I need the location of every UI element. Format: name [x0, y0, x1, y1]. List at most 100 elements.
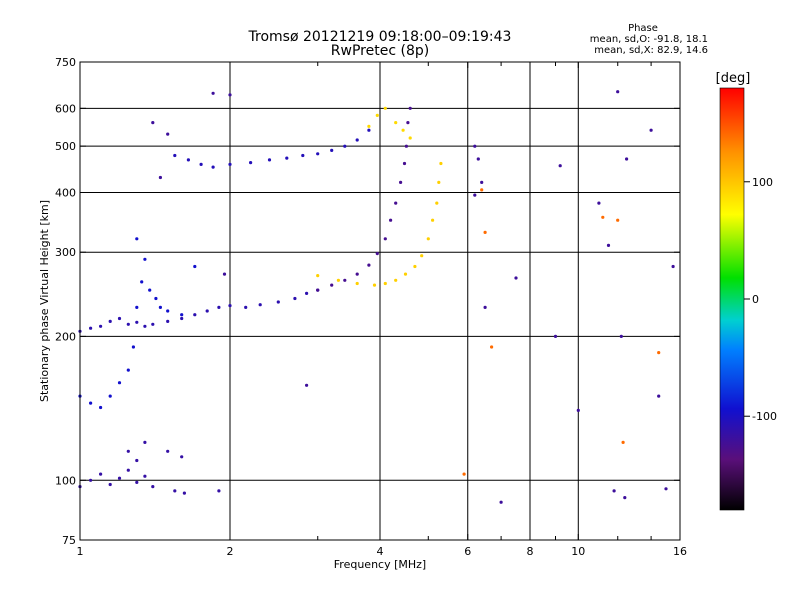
data-point	[367, 263, 371, 267]
data-point	[180, 455, 184, 459]
data-point	[186, 158, 190, 162]
colorbar-tick-label: 0	[752, 293, 759, 306]
data-point	[108, 394, 112, 398]
data-point	[343, 278, 347, 282]
data-point	[117, 476, 122, 480]
data-point	[372, 283, 377, 287]
data-point	[135, 320, 139, 324]
data-point	[267, 158, 272, 162]
data-point	[394, 201, 398, 205]
stats-line-o: mean, sd,O: -91.8, 18.1	[590, 34, 708, 45]
data-point	[151, 121, 155, 125]
data-point	[375, 252, 379, 256]
data-point	[180, 316, 184, 321]
data-point	[431, 218, 435, 222]
data-point	[108, 319, 112, 323]
data-point	[401, 128, 405, 132]
data-point	[126, 368, 130, 372]
y-tick-label: 300	[55, 246, 76, 259]
data-point	[89, 401, 93, 405]
stats-line-x: mean, sd,X: 82.9, 14.6	[594, 45, 708, 56]
data-point	[408, 106, 412, 110]
data-point	[99, 472, 103, 476]
data-point	[228, 93, 232, 97]
data-point	[623, 496, 627, 500]
y-tick-label: 600	[55, 102, 76, 115]
data-point	[180, 313, 184, 317]
chart-subtitle: RwPretec (8p)	[331, 43, 429, 59]
data-point	[99, 324, 103, 328]
data-point	[649, 128, 653, 132]
data-point	[199, 162, 203, 166]
data-point	[483, 230, 487, 234]
data-point	[576, 408, 580, 412]
data-point	[140, 280, 144, 284]
colorbar-tick-label: 100	[752, 176, 773, 189]
data-point	[143, 257, 147, 261]
data-point	[166, 309, 170, 313]
data-point	[483, 305, 487, 309]
y-tick-label: 750	[55, 56, 76, 69]
data-point	[99, 405, 103, 410]
data-point	[305, 383, 309, 387]
data-point	[117, 381, 122, 385]
data-point	[117, 316, 122, 321]
colorbar-tick-label: -100	[752, 410, 777, 423]
data-point	[228, 304, 232, 308]
data-point	[616, 218, 620, 222]
y-tick-label: 400	[55, 186, 76, 199]
data-point	[126, 449, 130, 453]
data-point	[305, 291, 309, 295]
data-point	[330, 148, 334, 152]
data-point	[657, 351, 661, 355]
data-point	[355, 272, 359, 276]
data-point	[173, 153, 177, 158]
data-point	[276, 300, 280, 304]
data-point	[426, 237, 430, 241]
data-point	[420, 254, 424, 258]
data-point	[316, 274, 320, 278]
data-point	[166, 132, 170, 136]
data-point	[143, 440, 147, 444]
data-point	[612, 489, 616, 493]
data-point	[258, 303, 262, 307]
data-point	[402, 161, 407, 166]
data-point	[473, 144, 477, 148]
data-point	[217, 489, 221, 493]
data-point	[193, 264, 197, 269]
data-point	[151, 485, 155, 489]
data-point	[108, 482, 112, 487]
x-tick-label: 2	[227, 545, 234, 558]
data-point	[413, 264, 417, 269]
stats-title: Phase	[628, 23, 658, 34]
data-point	[135, 305, 139, 309]
data-point	[558, 164, 562, 168]
data-point	[404, 144, 408, 148]
data-point	[480, 180, 484, 184]
data-point	[394, 121, 398, 125]
data-point	[367, 128, 371, 132]
data-point	[222, 272, 227, 276]
data-point	[490, 345, 494, 349]
data-point	[193, 313, 197, 317]
data-point	[399, 180, 403, 184]
x-tick-label: 4	[377, 545, 384, 558]
data-point	[148, 288, 152, 292]
data-point	[135, 458, 139, 463]
x-axis-label: Frequency [MHz]	[334, 558, 426, 571]
data-point	[126, 322, 130, 326]
data-point	[89, 478, 93, 482]
data-point	[182, 491, 186, 495]
data-point	[437, 180, 441, 184]
data-point	[473, 193, 477, 197]
data-point	[657, 394, 661, 398]
data-point	[601, 215, 605, 219]
data-point	[499, 500, 503, 504]
colorbar-label: [deg]	[716, 71, 751, 86]
data-point	[671, 264, 675, 269]
colorbar	[719, 87, 745, 511]
data-point	[211, 165, 215, 169]
data-point	[316, 152, 320, 156]
x-tick-label: 16	[673, 545, 687, 558]
